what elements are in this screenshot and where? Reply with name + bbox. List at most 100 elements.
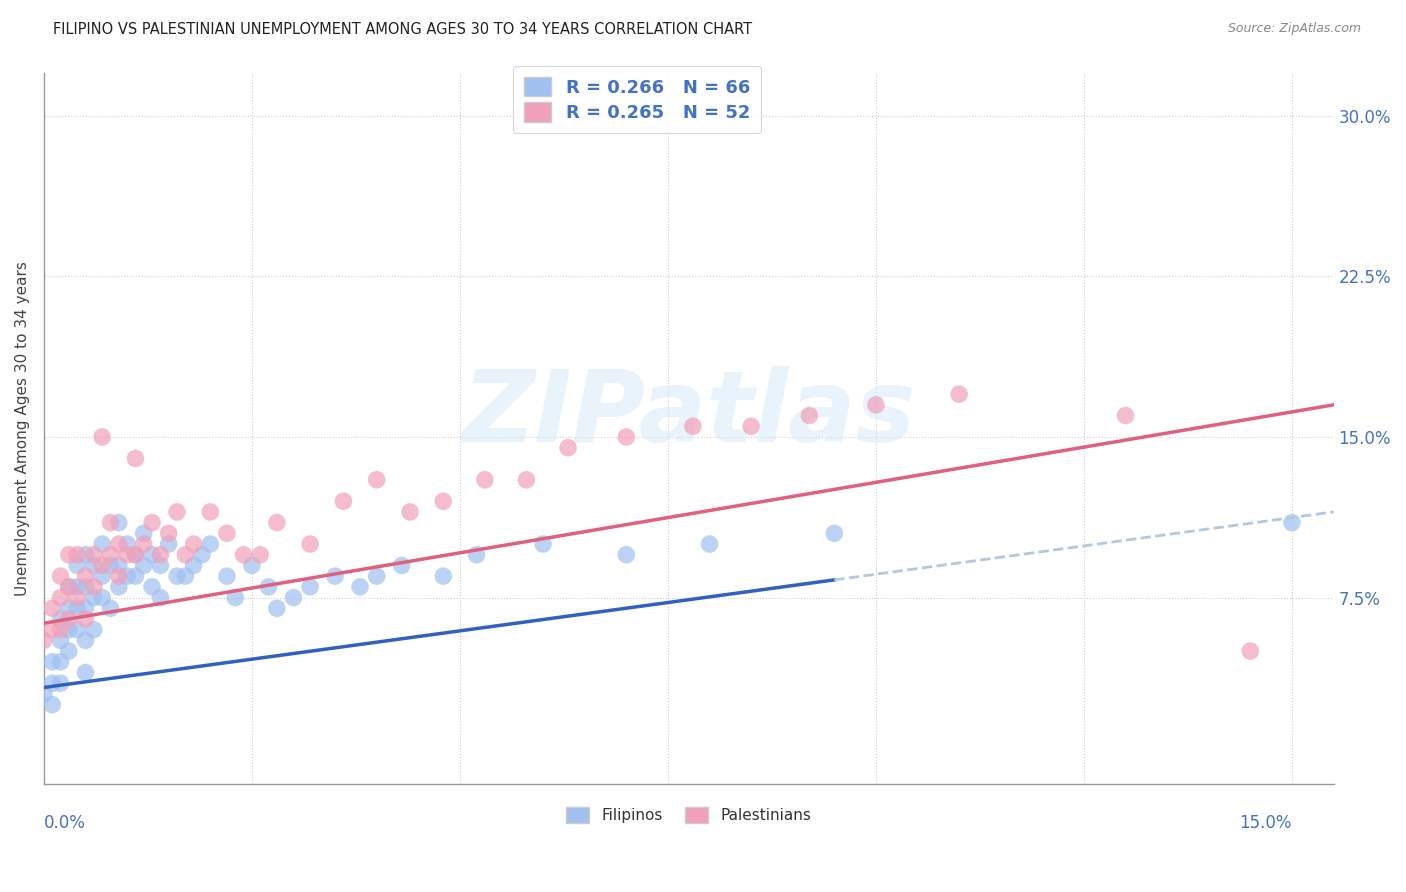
Point	[32, 687, 55, 701]
Point	[41, 676, 63, 690]
Point	[41, 655, 63, 669]
Point	[149, 558, 172, 573]
Point	[531, 537, 554, 551]
Point	[332, 494, 354, 508]
Point	[107, 569, 129, 583]
Point	[75, 612, 97, 626]
Point	[49, 623, 72, 637]
Point	[682, 419, 704, 434]
Point	[41, 698, 63, 712]
Point	[432, 494, 454, 508]
Point	[124, 451, 146, 466]
Point	[557, 441, 579, 455]
Point	[366, 569, 388, 583]
Point	[200, 505, 222, 519]
Point	[515, 473, 537, 487]
Point	[58, 612, 80, 626]
Point	[1115, 409, 1137, 423]
Point	[58, 601, 80, 615]
Point	[166, 505, 188, 519]
Point	[257, 580, 280, 594]
Point	[66, 623, 89, 637]
Point	[83, 548, 105, 562]
Point	[124, 548, 146, 562]
Point	[124, 569, 146, 583]
Point	[215, 526, 238, 541]
Point	[948, 387, 970, 401]
Point	[41, 623, 63, 637]
Point	[366, 473, 388, 487]
Point	[83, 558, 105, 573]
Point	[58, 580, 80, 594]
Point	[224, 591, 246, 605]
Point	[100, 548, 122, 562]
Point	[58, 580, 80, 594]
Point	[115, 537, 138, 551]
Point	[49, 633, 72, 648]
Point	[432, 569, 454, 583]
Point	[141, 516, 163, 530]
Point	[157, 526, 180, 541]
Point	[75, 633, 97, 648]
Point	[41, 601, 63, 615]
Point	[1239, 644, 1261, 658]
Point	[58, 644, 80, 658]
Point	[124, 548, 146, 562]
Point	[399, 505, 422, 519]
Point	[91, 430, 114, 444]
Point	[200, 537, 222, 551]
Point	[614, 430, 637, 444]
Point	[75, 601, 97, 615]
Point	[83, 623, 105, 637]
Point	[91, 537, 114, 551]
Point	[865, 398, 887, 412]
Point	[132, 526, 155, 541]
Point	[183, 537, 205, 551]
Point	[474, 473, 496, 487]
Point	[66, 558, 89, 573]
Point	[299, 537, 322, 551]
Point	[283, 591, 305, 605]
Point	[149, 591, 172, 605]
Point	[58, 623, 80, 637]
Point	[66, 591, 89, 605]
Point	[1281, 516, 1303, 530]
Point	[107, 516, 129, 530]
Point	[465, 548, 488, 562]
Point	[75, 665, 97, 680]
Point	[75, 548, 97, 562]
Point	[183, 558, 205, 573]
Text: FILIPINO VS PALESTINIAN UNEMPLOYMENT AMONG AGES 30 TO 34 YEARS CORRELATION CHART: FILIPINO VS PALESTINIAN UNEMPLOYMENT AMO…	[53, 22, 752, 37]
Point	[149, 548, 172, 562]
Point	[614, 548, 637, 562]
Text: 0.0%: 0.0%	[44, 814, 86, 832]
Point	[49, 676, 72, 690]
Point	[91, 569, 114, 583]
Point	[391, 558, 413, 573]
Point	[75, 580, 97, 594]
Point	[107, 580, 129, 594]
Point	[323, 569, 346, 583]
Point	[49, 655, 72, 669]
Point	[349, 580, 371, 594]
Point	[215, 569, 238, 583]
Point	[66, 548, 89, 562]
Point	[823, 526, 845, 541]
Point	[91, 558, 114, 573]
Point	[266, 601, 288, 615]
Point	[49, 612, 72, 626]
Point	[157, 537, 180, 551]
Point	[240, 558, 263, 573]
Point	[58, 548, 80, 562]
Point	[299, 580, 322, 594]
Point	[66, 601, 89, 615]
Point	[266, 516, 288, 530]
Point	[232, 548, 254, 562]
Point	[174, 569, 197, 583]
Point	[191, 548, 214, 562]
Text: Source: ZipAtlas.com: Source: ZipAtlas.com	[1227, 22, 1361, 36]
Point	[100, 601, 122, 615]
Point	[166, 569, 188, 583]
Point	[141, 580, 163, 594]
Point	[799, 409, 821, 423]
